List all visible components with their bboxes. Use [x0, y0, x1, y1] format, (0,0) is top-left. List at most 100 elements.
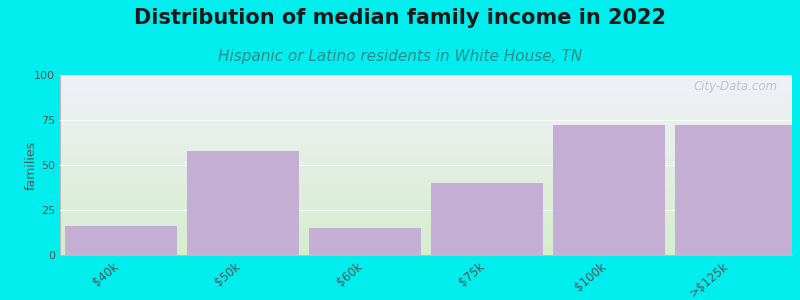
Bar: [60, 230, 792, 231]
Bar: [60, 153, 792, 154]
Bar: [60, 221, 792, 222]
Bar: [60, 105, 792, 106]
Bar: [60, 84, 792, 85]
Bar: [60, 113, 792, 114]
Bar: [60, 103, 792, 104]
Bar: [60, 219, 792, 220]
Bar: [60, 216, 792, 217]
Bar: [60, 122, 792, 123]
Bar: [60, 160, 792, 161]
Bar: [60, 176, 792, 177]
Bar: [60, 180, 792, 181]
Bar: [60, 159, 792, 160]
Bar: [60, 148, 792, 149]
Bar: [60, 145, 792, 146]
Bar: [60, 222, 792, 223]
Bar: [60, 129, 792, 130]
Bar: [60, 224, 792, 225]
Bar: [60, 136, 792, 137]
Bar: [60, 186, 792, 187]
Bar: [60, 227, 792, 228]
Bar: [60, 130, 792, 131]
Bar: [60, 96, 792, 97]
Bar: [60, 241, 792, 242]
Bar: [60, 90, 792, 91]
Bar: [60, 188, 792, 189]
Bar: [60, 185, 792, 186]
Bar: [60, 190, 792, 191]
Bar: [60, 248, 792, 249]
Bar: [60, 201, 792, 202]
Bar: [60, 178, 792, 179]
Bar: [431, 183, 543, 255]
Bar: [60, 128, 792, 129]
Bar: [60, 83, 792, 84]
Bar: [60, 210, 792, 211]
Bar: [60, 225, 792, 226]
Bar: [60, 124, 792, 125]
Bar: [60, 214, 792, 215]
Bar: [60, 177, 792, 178]
Bar: [60, 82, 792, 83]
Bar: [60, 199, 792, 200]
Bar: [60, 110, 792, 111]
Text: City-Data.com: City-Data.com: [694, 80, 778, 93]
Bar: [675, 125, 792, 255]
Bar: [60, 89, 792, 90]
Bar: [60, 195, 792, 196]
Bar: [60, 252, 792, 253]
Bar: [60, 88, 792, 89]
Bar: [60, 86, 792, 87]
Bar: [60, 77, 792, 78]
Bar: [60, 163, 792, 164]
Bar: [60, 138, 792, 139]
Bar: [60, 91, 792, 92]
Bar: [60, 236, 792, 237]
Bar: [60, 111, 792, 112]
Bar: [60, 233, 792, 234]
Bar: [60, 154, 792, 155]
Bar: [60, 245, 792, 246]
Bar: [60, 192, 792, 193]
Bar: [60, 237, 792, 238]
Bar: [60, 144, 792, 145]
Bar: [60, 211, 792, 212]
Bar: [60, 189, 792, 190]
Bar: [60, 203, 792, 204]
Bar: [60, 206, 792, 207]
Bar: [60, 228, 792, 229]
Bar: [60, 234, 792, 235]
Bar: [60, 171, 792, 172]
Bar: [60, 240, 792, 241]
Bar: [60, 247, 792, 248]
Bar: [65, 226, 177, 255]
Bar: [60, 102, 792, 103]
Bar: [60, 104, 792, 105]
Bar: [60, 79, 792, 80]
Bar: [60, 141, 792, 142]
Bar: [60, 231, 792, 232]
Bar: [60, 213, 792, 214]
Bar: [60, 217, 792, 218]
Bar: [60, 127, 792, 128]
Bar: [60, 137, 792, 138]
Bar: [60, 150, 792, 151]
Bar: [60, 115, 792, 116]
Bar: [60, 76, 792, 77]
Bar: [60, 135, 792, 136]
Bar: [60, 244, 792, 245]
Bar: [60, 149, 792, 150]
Bar: [60, 98, 792, 99]
Bar: [60, 191, 792, 192]
Bar: [60, 109, 792, 110]
Bar: [60, 156, 792, 157]
Bar: [60, 85, 792, 86]
Bar: [60, 223, 792, 224]
Bar: [60, 165, 792, 166]
Bar: [60, 172, 792, 173]
Bar: [60, 123, 792, 124]
Bar: [60, 207, 792, 208]
Bar: [60, 146, 792, 147]
Bar: [60, 239, 792, 240]
Bar: [60, 169, 792, 170]
